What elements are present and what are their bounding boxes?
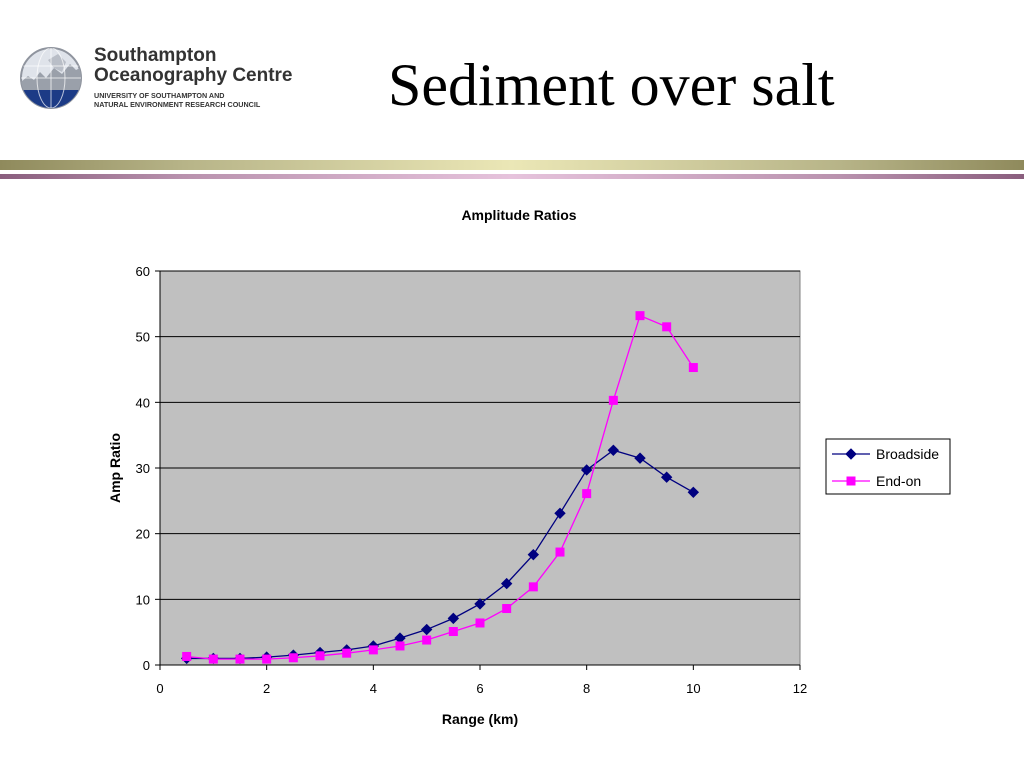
legend-marker-broadside: [845, 448, 857, 460]
data-point-end-on: [635, 311, 645, 321]
x-tick-label: 6: [476, 681, 483, 696]
data-point-end-on: [395, 641, 405, 651]
logo-subtitle: UNIVERSITY OF SOUTHAMPTON AND NATURAL EN…: [94, 91, 261, 109]
data-point-end-on: [235, 654, 245, 664]
data-point-broadside: [580, 464, 593, 476]
data-point-end-on: [688, 363, 698, 373]
data-point-broadside: [687, 486, 700, 499]
y-ticks: 0 10 20 30 40 50 60: [136, 264, 160, 673]
data-point-broadside: [527, 548, 540, 561]
data-point-broadside: [500, 577, 513, 590]
data-point-end-on: [528, 582, 538, 592]
x-tick-label: 4: [370, 681, 377, 696]
slide-title: Sediment over salt: [388, 52, 835, 118]
y-tick-label: 20: [136, 527, 150, 542]
y-tick-label: 50: [136, 330, 150, 345]
data-point-broadside: [634, 452, 646, 464]
header-rule-bottom: [0, 174, 1024, 179]
legend-marker-end-on: [846, 476, 856, 486]
data-point-end-on: [448, 627, 458, 637]
data-point-broadside: [660, 471, 673, 483]
data-point-broadside: [420, 623, 433, 636]
x-tick-label: 0: [156, 681, 163, 696]
y-tick-label: 40: [136, 395, 150, 410]
data-point-broadside: [554, 507, 566, 520]
y-axis-label: Amp Ratio: [107, 433, 123, 503]
data-point-broadside: [447, 612, 460, 625]
logo-name: Southampton Oceanography Centre: [94, 45, 293, 86]
x-tick-label: 12: [793, 681, 807, 696]
legend-label-end-on: End-on: [876, 473, 921, 489]
data-point-end-on: [475, 618, 485, 628]
data-point-end-on: [422, 635, 432, 645]
data-point-end-on: [502, 604, 512, 614]
series-layer: [180, 311, 700, 665]
y-tick-label: 30: [136, 461, 150, 476]
y-tick-label: 10: [136, 592, 150, 607]
data-point-end-on: [582, 489, 592, 499]
data-point-end-on: [182, 651, 192, 661]
data-point-end-on: [342, 648, 352, 658]
y-tick-label: 0: [143, 658, 150, 673]
legend: Broadside End-on: [825, 438, 951, 495]
y-tick-label: 60: [136, 264, 150, 279]
data-point-broadside: [607, 444, 620, 456]
chart-title: Amplitude Ratios: [461, 207, 576, 223]
amplitude-ratios-chart: Amplitude Ratios 0 10 20 30 40 50 60 0 2 4 6 8 10 12…: [107, 207, 951, 727]
x-axis-label: Range (km): [442, 711, 518, 727]
data-point-end-on: [208, 654, 218, 664]
data-point-end-on: [262, 654, 272, 664]
globe-icon: [20, 47, 82, 109]
data-point-end-on: [555, 547, 565, 557]
x-tick-label: 10: [686, 681, 700, 696]
data-point-end-on: [288, 653, 298, 663]
x-tick-label: 8: [583, 681, 590, 696]
x-ticks: 0 2 4 6 8 10 12: [156, 665, 807, 696]
data-point-end-on: [608, 395, 618, 405]
data-point-end-on: [662, 322, 672, 332]
data-point-end-on: [368, 645, 378, 655]
data-point-end-on: [315, 651, 325, 661]
data-point-broadside: [474, 598, 486, 610]
header-rule-top: [0, 160, 1024, 170]
logo: Southampton Oceanography Centre UNIVERSI…: [18, 42, 318, 114]
series-end-on: [182, 311, 698, 664]
x-tick-label: 2: [263, 681, 270, 696]
legend-label-broadside: Broadside: [876, 446, 939, 462]
gridlines: [160, 270, 800, 600]
